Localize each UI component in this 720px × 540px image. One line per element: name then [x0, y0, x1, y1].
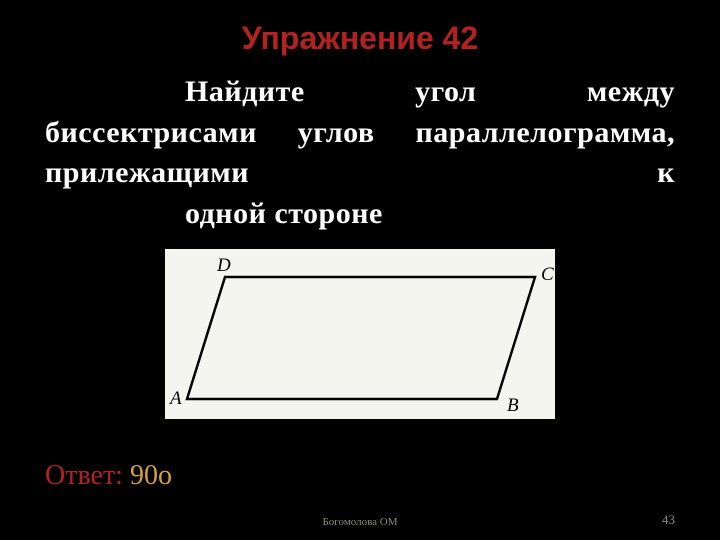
svg-text:B: B	[507, 395, 519, 416]
answer-block: Ответ: 90о	[45, 460, 172, 492]
problem-statement: Найдите угол между биссектрисами углов п…	[0, 57, 720, 234]
problem-line-last: одной стороне	[45, 194, 675, 235]
slide-title: Упражнение 42	[0, 0, 720, 57]
parallelogram-svg: A B C D	[165, 249, 555, 419]
answer-label: Ответ:	[45, 460, 130, 491]
parallelogram-figure: A B C D	[165, 249, 555, 419]
svg-text:C: C	[541, 264, 554, 285]
problem-line-main: Найдите угол между биссектрисами углов п…	[45, 75, 675, 189]
page-number: 43	[662, 512, 675, 528]
answer-value: 90о	[130, 460, 172, 491]
svg-text:A: A	[168, 388, 182, 409]
svg-text:D: D	[216, 255, 231, 276]
footer-author: Богомолова ОМ	[322, 516, 397, 528]
figure-container: A B C D	[0, 249, 720, 424]
